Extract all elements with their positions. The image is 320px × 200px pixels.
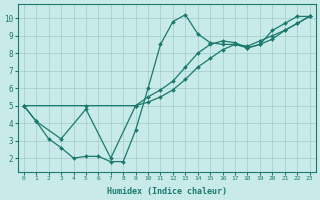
X-axis label: Humidex (Indice chaleur): Humidex (Indice chaleur)	[107, 187, 227, 196]
